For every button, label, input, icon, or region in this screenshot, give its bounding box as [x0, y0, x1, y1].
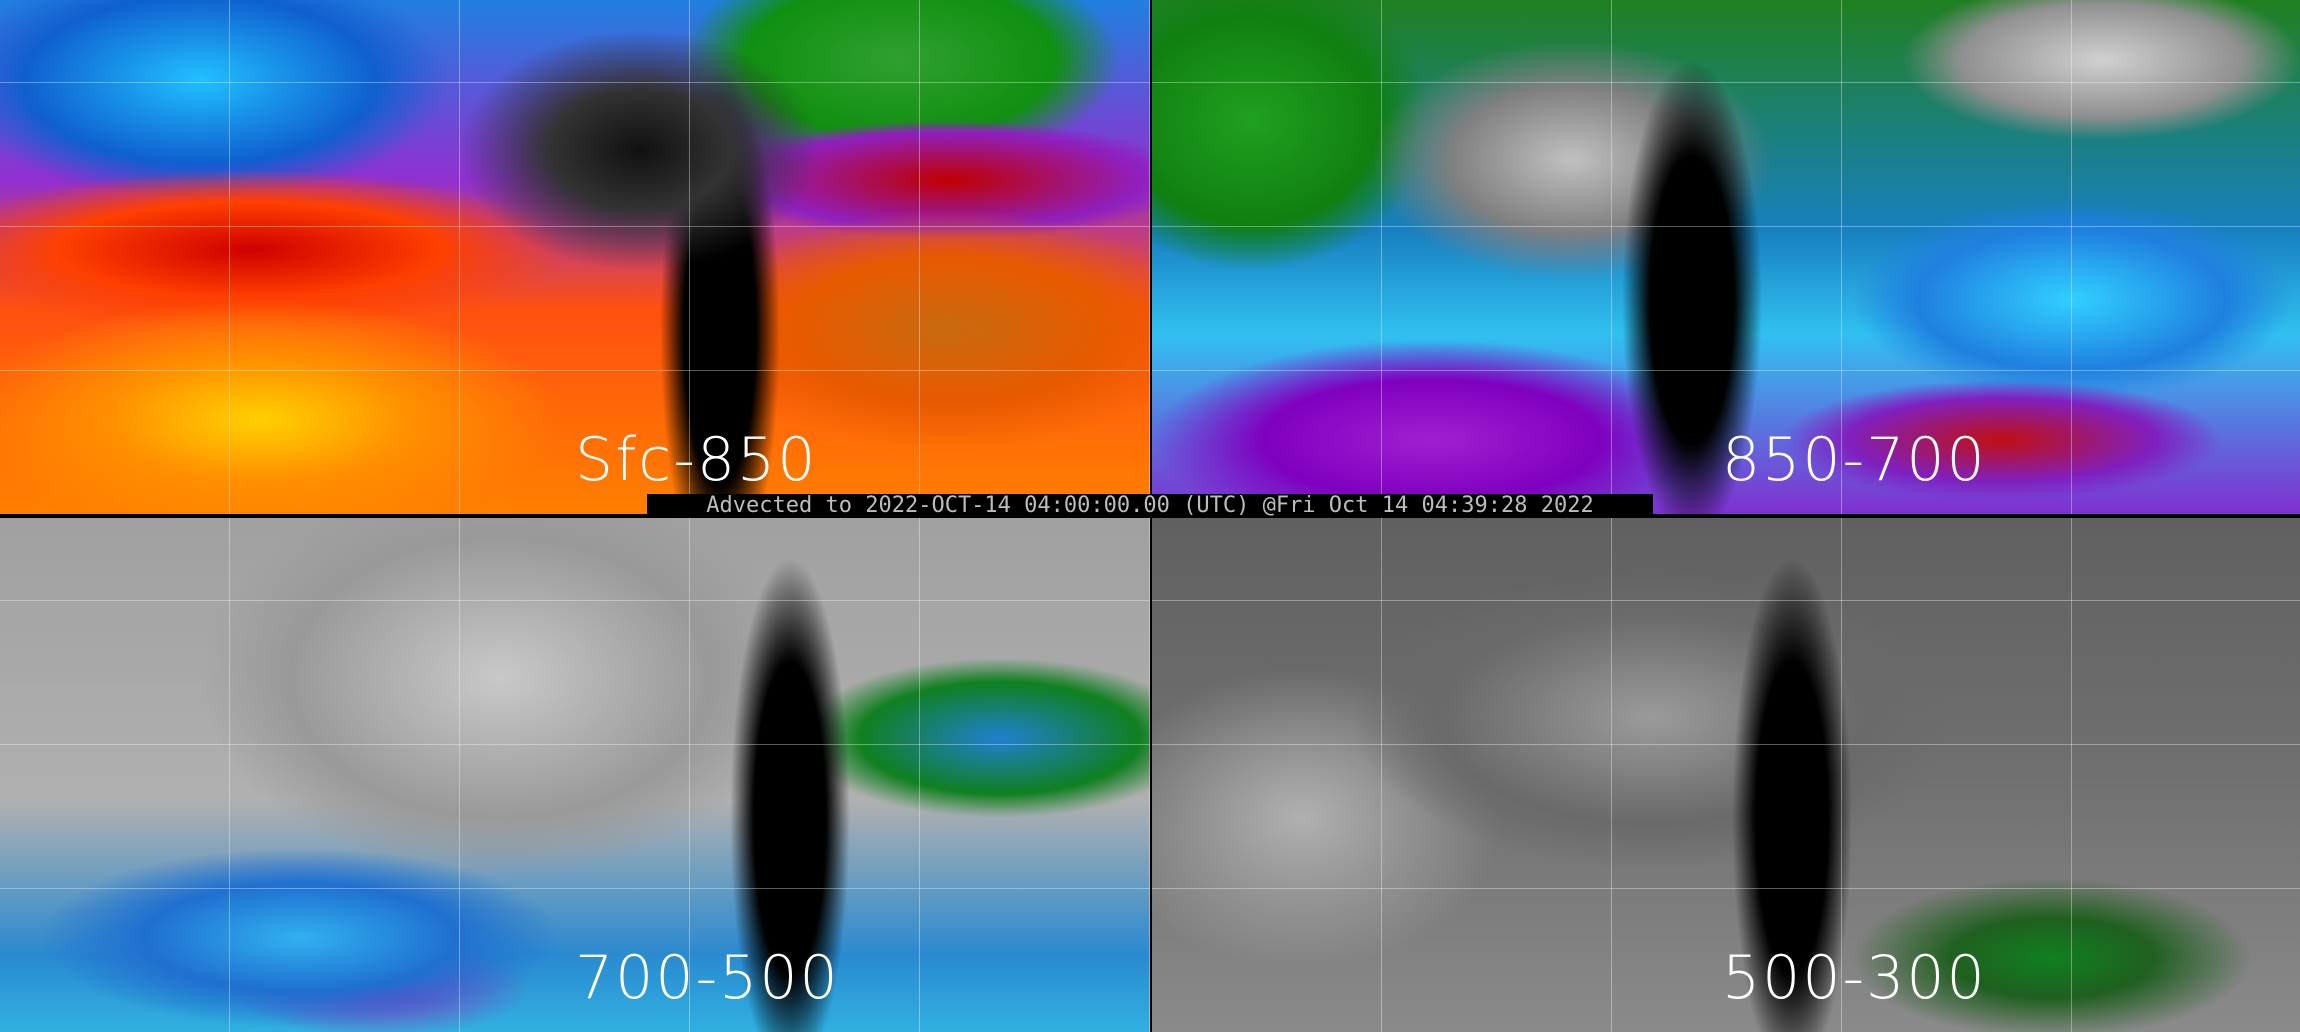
- panel-label: 850-700: [1722, 425, 1987, 495]
- panel-sfc-850: Sfc-850: [0, 0, 1150, 514]
- panel-label: Sfc-850: [575, 425, 818, 495]
- valid-time-caption: Advected to 2022-OCT-14 04:00:00.00 (UTC…: [647, 494, 1653, 518]
- lat-lon-grid: [1152, 0, 2300, 514]
- panel-label: 500-300: [1722, 943, 1987, 1013]
- lat-lon-grid: [1152, 518, 2300, 1032]
- panel-850-700: 850-700: [1152, 0, 2300, 514]
- panel-700-500: 700-500: [0, 518, 1150, 1032]
- lat-lon-grid: [0, 0, 1150, 514]
- lat-lon-grid: [0, 518, 1150, 1032]
- panel-label: 700-500: [575, 943, 840, 1013]
- panel-500-300: 500-300: [1152, 518, 2300, 1032]
